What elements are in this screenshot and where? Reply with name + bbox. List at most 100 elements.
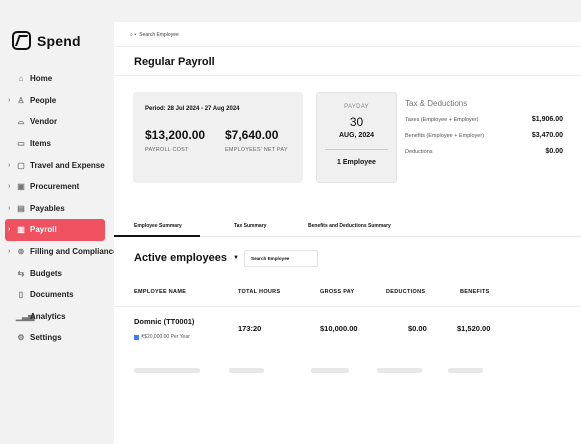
chevron-right-icon: › — [8, 161, 11, 169]
search-input[interactable]: Search Employee — [139, 32, 179, 38]
sidebar-item-label: People — [30, 95, 57, 105]
tab-tax-summary[interactable]: Tax Summary — [234, 223, 267, 229]
sidebar-item-documents[interactable]: ▯ Documents — [0, 284, 114, 306]
payroll-cost-label: PAYROLL COST — [145, 147, 189, 153]
home-icon: ⌂ — [18, 74, 24, 84]
payables-icon: ▤ — [17, 203, 25, 213]
deductions-cell: $0.00 — [408, 324, 427, 333]
chevron-right-icon: › — [8, 248, 11, 256]
title-divider — [114, 75, 581, 76]
employee-search-input[interactable]: Search Employee — [244, 250, 318, 267]
column-header-employee-name: EMPLOYEE NAME — [134, 289, 187, 295]
total-hours-cell: 173:20 — [238, 324, 262, 333]
sidebar-item-payroll[interactable]: › ▥ Payroll — [5, 219, 105, 241]
payday-label: PAYDAY — [344, 104, 369, 110]
payroll-icon: ▥ — [17, 225, 25, 235]
net-pay-value: $7,640.00 — [225, 128, 279, 142]
sidebar-item-vendor[interactable]: ⌓ Vendor — [0, 111, 114, 133]
global-search[interactable]: ⌕ ▾ Search Employee — [130, 32, 179, 38]
payroll-cost-value: $13,200.00 — [145, 128, 206, 142]
sidebar-item-label: Payables — [30, 203, 65, 213]
payroll-summary-card: Period: 28 Jul 2024 - 27 Aug 2024 $13,20… — [133, 92, 303, 183]
tax-row-value: $1,906.00 — [531, 116, 563, 123]
sidebar-item-label: Analytics — [30, 311, 66, 321]
column-header-benefits: BENEFITS — [460, 289, 490, 295]
tab-benefits-deductions-summary[interactable]: Benefits and Deductions Summary — [308, 223, 391, 229]
sidebar-item-analytics[interactable]: ▁▃▅ Analytics — [0, 306, 114, 328]
sidebar-item-settings[interactable]: ⚙ Settings — [0, 327, 114, 349]
sidebar-item-items[interactable]: ▭ Items — [0, 133, 114, 155]
chevron-right-icon: › — [8, 204, 11, 212]
sidebar-item-label: Payroll — [30, 225, 57, 235]
tax-row-value: $0.00 — [545, 148, 563, 155]
chevron-right-icon: › — [8, 183, 11, 191]
settings-icon: ⚙ — [17, 333, 25, 343]
sidebar-item-label: Items — [30, 139, 51, 149]
procurement-icon: ▣ — [17, 182, 25, 192]
tax-row: Taxes (Employee + Employer) $1,906.00 — [405, 116, 563, 123]
table-header-divider — [114, 306, 581, 307]
sidebar-item-label: Filling and Compliance — [30, 247, 118, 257]
employee-filter-dropdown[interactable]: Active employees ▼ — [134, 252, 239, 264]
summary-tabs: Employee Summary Tax Summary Benefits an… — [114, 218, 581, 238]
sidebar-item-label: Home — [30, 74, 53, 84]
net-pay-label: EMPLOYEES' NET PAY — [225, 147, 288, 153]
budgets-icon: ⇆ — [17, 268, 25, 278]
documents-icon: ▯ — [18, 290, 24, 300]
tab-employee-summary[interactable]: Employee Summary — [134, 223, 182, 229]
payday-divider — [325, 149, 388, 150]
analytics-icon: ▁▃▅ — [16, 311, 35, 321]
tax-row-label: Benefits (Employee + Employer) — [405, 132, 485, 139]
employee-salary: ₹$20,000.00 Per Year — [134, 334, 190, 340]
sidebar-item-label: Travel and Expense — [30, 160, 105, 170]
app-name: Spend — [37, 32, 81, 49]
chevron-right-icon: › — [8, 96, 11, 104]
sidebar-item-people[interactable]: › ♙ People — [0, 90, 114, 112]
pay-period: Period: 28 Jul 2024 - 27 Aug 2024 — [145, 106, 240, 112]
page-title: Regular Payroll — [134, 56, 215, 68]
vendor-icon: ⌓ — [17, 116, 25, 126]
loading-placeholder — [229, 368, 264, 373]
sidebar-item-label: Documents — [30, 290, 74, 300]
travel-icon: ▢ — [17, 160, 25, 170]
tax-row-label: Deductions — [405, 148, 433, 155]
tax-row-value: $3,470.00 — [531, 132, 563, 139]
salary-type-icon — [134, 334, 139, 340]
sidebar-item-budgets[interactable]: ⇆ Budgets — [0, 262, 114, 284]
sidebar-item-procurement[interactable]: › ▣ Procurement — [0, 176, 114, 198]
employee-salary-text: ₹$20,000.00 Per Year — [141, 334, 190, 340]
column-header-total-hours: TOTAL HOURS — [238, 289, 281, 295]
gross-pay-cell: $10,000.00 — [320, 324, 358, 333]
loading-placeholder — [311, 368, 349, 373]
payday-month: AUG, 2024 — [338, 132, 375, 139]
tabs-divider — [114, 236, 581, 237]
tax-deductions-panel: Tax & Deductions Taxes (Employee + Emplo… — [405, 99, 563, 155]
column-header-gross-pay: GROSS PAY — [320, 289, 355, 295]
sidebar-item-payables[interactable]: › ▤ Payables — [0, 198, 114, 220]
sidebar-item-travel-and-expense[interactable]: › ▢ Travel and Expense — [0, 154, 114, 176]
people-icon: ♙ — [17, 95, 25, 105]
sidebar: Spend ⌂ Home › ♙ People ⌓ Vendor ▭ Items › ▢ Travel… — [0, 0, 118, 444]
sidebar-item-home[interactable]: ⌂ Home — [0, 68, 114, 90]
employee-name[interactable]: Domnic (TT0001) — [134, 317, 195, 326]
caret-down-icon: ▼ — [232, 255, 239, 261]
payday-day: 30 — [349, 115, 364, 129]
tax-row-label: Taxes (Employee + Employer) — [405, 116, 479, 123]
sidebar-item-label: Settings — [30, 333, 62, 343]
sidebar-item-label: Budgets — [30, 268, 62, 278]
chevron-right-icon: › — [8, 226, 11, 234]
loading-placeholder — [134, 368, 200, 373]
app-logo[interactable]: Spend — [12, 31, 81, 50]
benefits-cell: $1,520.00 — [457, 324, 491, 333]
sidebar-item-label: Vendor — [30, 117, 58, 127]
section-title: Active employees — [134, 252, 227, 264]
tax-deductions-title: Tax & Deductions — [405, 99, 468, 108]
payday-card: PAYDAY 30 AUG, 2024 1 Employee — [316, 92, 397, 183]
active-tab-indicator — [114, 235, 200, 237]
sidebar-nav: ⌂ Home › ♙ People ⌓ Vendor ▭ Items › ▢ Travel and E… — [0, 68, 118, 349]
tax-row: Benefits (Employee + Employer) $3,470.00 — [405, 132, 563, 139]
compliance-icon: ⊚ — [17, 247, 25, 257]
search-icon: ⌕ ▾ — [130, 32, 137, 38]
loading-placeholder — [377, 368, 422, 373]
sidebar-item-filling-and-compliance[interactable]: › ⊚ Filling and Compliance — [0, 241, 118, 263]
